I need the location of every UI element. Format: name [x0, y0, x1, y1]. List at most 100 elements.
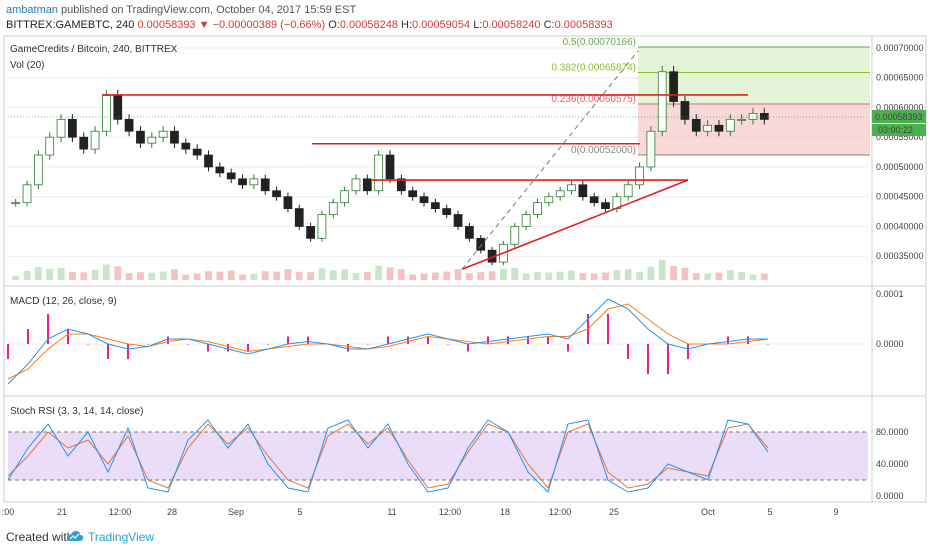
macd-histogram-bar	[127, 344, 129, 359]
volume-bar	[636, 271, 643, 280]
volume-bar	[307, 272, 314, 280]
candle-body	[533, 202, 542, 215]
volume-bar	[205, 271, 212, 280]
macd-histogram-bar	[547, 336, 549, 344]
candle-body	[68, 118, 77, 138]
macd-histogram-bar	[227, 344, 229, 352]
candle-body	[90, 130, 100, 150]
volume-bar	[386, 267, 394, 280]
macd-signal-line	[7, 303, 769, 380]
candle-body	[306, 226, 315, 239]
down-arrow-icon: ▼	[198, 19, 210, 31]
time-axis[interactable]: :00 21 12:00 28 Sep 5 11 12:00 18 12:00 25 Oct 5 9	[2, 507, 839, 517]
stoch-tick-label: 40.0000	[876, 459, 909, 469]
volume-bar	[12, 276, 20, 280]
volume-bar	[704, 273, 712, 280]
low-value: 0.00058240	[482, 19, 541, 31]
volume-bar	[602, 272, 609, 280]
countdown-label: 03:00:22	[878, 125, 913, 135]
volume-bar	[715, 272, 723, 280]
low-label: L:	[473, 19, 483, 31]
price-tick-label: 0.00035000	[876, 251, 924, 261]
volume-bar	[23, 270, 31, 280]
macd-histogram-bar	[107, 344, 109, 359]
price-tick-label: 0.00070000	[876, 43, 924, 53]
author-link[interactable]: ambatman	[6, 4, 58, 16]
candle-body	[453, 214, 463, 227]
volume-bar	[171, 269, 178, 280]
macd-histogram-bar	[767, 344, 769, 345]
tradingview-brand[interactable]: TradingView	[88, 530, 155, 544]
candle-body	[748, 113, 758, 120]
macd-histogram-bar	[507, 336, 509, 344]
macd-histogram-bar	[27, 329, 29, 344]
candle-body	[226, 172, 236, 180]
fib-level-label: 0.382(0.00065874)	[551, 62, 636, 73]
macd-histogram-bar	[7, 344, 9, 359]
macd-histogram-bar	[267, 344, 269, 345]
time-tick-label: 28	[167, 507, 177, 517]
candle-body	[635, 166, 644, 186]
time-tick-label: 12:00	[109, 507, 132, 517]
volume-bar	[103, 264, 110, 280]
candle-body	[328, 202, 338, 215]
candle-body	[374, 154, 384, 192]
volume-bar	[568, 270, 575, 280]
macd-histogram-bar	[67, 329, 69, 344]
macd-line	[7, 298, 768, 385]
candle-body	[170, 130, 179, 144]
time-tick-label: Sep	[228, 507, 244, 517]
volume-bar	[624, 269, 632, 280]
chart-frame	[3, 35, 927, 503]
volume-bar	[125, 273, 133, 280]
publish-info: ambatman published on TradingView.com, O…	[6, 3, 356, 17]
fib-level-label: 0.236(0.00060575)	[551, 94, 636, 105]
volume-bar	[431, 272, 439, 280]
macd-histogram-bar	[667, 344, 669, 374]
time-tick-label: 12:00	[549, 507, 572, 517]
candle-body	[396, 178, 406, 192]
price-axis[interactable]: 0.00070000 0.00065000 0.00060000 0.00055000…	[8, 43, 926, 261]
symbol-label: BITTREX:GAMEBTC, 240	[6, 19, 135, 31]
trading-chart[interactable]: 0.5(0.00070166) 0.382(0.00065874) 0.236(0.…	[0, 34, 932, 524]
volume-bars	[12, 260, 768, 280]
volume-bar	[148, 272, 156, 280]
macd-histogram-bar	[367, 344, 369, 345]
volume-bar	[420, 273, 428, 280]
macd-pane: 0.0001 0.0000	[7, 289, 904, 385]
candle-body	[79, 136, 89, 150]
candle-body	[181, 142, 191, 150]
macd-histogram-bar	[207, 344, 209, 352]
macd-histogram-bar	[87, 344, 89, 345]
macd-histogram-bar	[167, 336, 169, 344]
countdown-tag	[872, 124, 926, 137]
macd-histogram-bar	[347, 344, 349, 352]
macd-histogram-bar	[307, 336, 309, 344]
tradingview-cloud-icon[interactable]	[66, 529, 84, 543]
fib-red-zone	[638, 104, 870, 156]
macd-histogram-bar	[627, 344, 629, 359]
candle-body	[431, 202, 440, 209]
volume-bar	[477, 272, 485, 280]
time-tick-label: 18	[500, 507, 510, 517]
time-tick-label: 5	[297, 507, 302, 517]
macd-histogram-bar	[147, 344, 149, 345]
volume-bar	[261, 271, 269, 280]
volume-bar	[579, 273, 587, 280]
volume-bar	[329, 270, 337, 280]
candle-body	[385, 154, 395, 180]
candle-body	[521, 214, 531, 227]
candle-body	[158, 130, 168, 138]
trendline-annotations[interactable]	[102, 50, 748, 271]
candle-body	[362, 178, 372, 192]
close-label: C:	[543, 19, 555, 31]
created-with-text: Created with	[6, 530, 74, 544]
candle-body	[476, 237, 486, 251]
fibonacci-retracement[interactable]: 0.5(0.00070166) 0.382(0.00065874) 0.236(0.…	[551, 37, 870, 156]
macd-pane-title: MACD (12, 26, close, 9)	[10, 296, 117, 307]
price-pane-title: GameCredits / Bitcoin, 240, BITTREX	[10, 44, 178, 55]
macd-histogram-bar	[527, 336, 529, 344]
candle-body	[272, 190, 281, 198]
volume-bar	[454, 269, 462, 280]
candle-body	[147, 136, 157, 144]
